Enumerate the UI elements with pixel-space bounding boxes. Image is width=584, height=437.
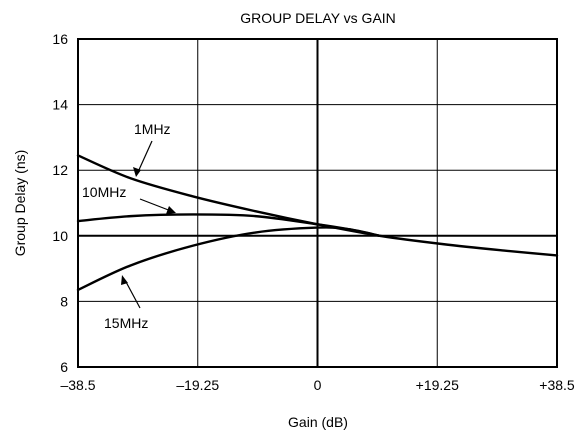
x-tick-label: +19.25 (416, 377, 459, 393)
series-label-15mhz: 15MHz (104, 315, 148, 331)
label-10mhz: 10MHz (82, 184, 176, 214)
x-tick-label: –38.5 (60, 377, 95, 393)
arrow-1mhz (137, 140, 153, 173)
arrow-10mhz (139, 198, 172, 212)
arrowhead-10mhz (166, 206, 176, 214)
y-tick-label: 16 (52, 31, 68, 47)
y-tick-label: 14 (52, 97, 68, 113)
plot-frame (77, 38, 558, 368)
x-tick-labels: –38.5 –19.25 0 +19.25 +38.5 (60, 377, 574, 393)
y-tick-labels: 6 8 10 12 14 16 (52, 31, 68, 375)
label-1mhz: 1MHz (133, 121, 171, 177)
series-label-1mhz: 1MHz (134, 121, 171, 137)
x-axis-label: Gain (dB) (288, 414, 348, 430)
y-tick-label: 8 (60, 293, 68, 309)
y-tick-label: 12 (52, 162, 68, 178)
label-15mhz: 15MHz (104, 275, 148, 331)
arrow-15mhz (124, 279, 141, 309)
chart-title: GROUP DELAY vs GAIN (240, 10, 396, 26)
y-axis-label: Group Delay (ns) (12, 150, 28, 257)
grid-lines (78, 39, 557, 367)
x-tick-label: –19.25 (176, 377, 219, 393)
series-label-10mhz: 10MHz (82, 184, 126, 200)
y-tick-label: 6 (60, 359, 68, 375)
series-curves (76, 154, 559, 292)
arrowhead-15mhz (121, 275, 128, 285)
x-tick-label: 0 (314, 377, 322, 393)
arrowhead-1mhz (133, 167, 141, 177)
series-line-10mhz (76, 213, 381, 237)
x-tick-label: +38.5 (539, 377, 575, 393)
y-tick-label: 10 (52, 228, 68, 244)
series-line-15mhz (76, 226, 381, 292)
